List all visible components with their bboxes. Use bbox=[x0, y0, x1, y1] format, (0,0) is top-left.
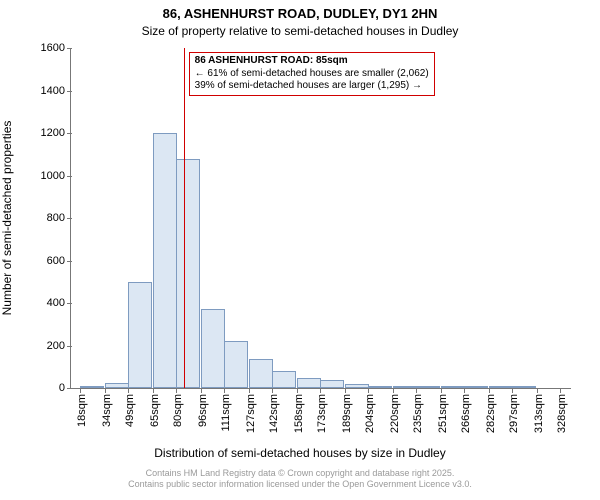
callout-line: 86 ASHENHURST ROAD: 85sqm bbox=[195, 55, 429, 68]
x-tick-mark bbox=[489, 388, 490, 393]
callout-line: 39% of semi-detached houses are larger (… bbox=[195, 80, 429, 93]
x-tick-mark bbox=[153, 388, 154, 393]
x-tick: 173sqm bbox=[316, 394, 328, 433]
x-tick-mark bbox=[105, 388, 106, 393]
histogram-bar bbox=[105, 383, 129, 388]
callout-box: 86 ASHENHURST ROAD: 85sqm← 61% of semi-d… bbox=[189, 52, 435, 96]
histogram-bar bbox=[416, 386, 440, 388]
x-tick-mark bbox=[345, 388, 346, 393]
histogram-bar bbox=[153, 133, 177, 388]
footer-line-1: Contains HM Land Registry data © Crown c… bbox=[0, 468, 600, 479]
x-tick-mark bbox=[560, 388, 561, 393]
histogram-bar bbox=[176, 159, 200, 389]
x-tick: 96sqm bbox=[197, 394, 209, 427]
x-tick: 80sqm bbox=[172, 394, 184, 427]
y-tick: 1600 bbox=[41, 42, 71, 54]
plot-area: 0200400600800100012001400160018sqm34sqm4… bbox=[70, 48, 571, 389]
figure: 86, ASHENHURST ROAD, DUDLEY, DY1 2HN Siz… bbox=[0, 0, 600, 500]
x-tick: 142sqm bbox=[268, 394, 280, 433]
y-axis-label: Number of semi-detached properties bbox=[0, 121, 14, 316]
callout-line: ← 61% of semi-detached houses are smalle… bbox=[195, 68, 429, 81]
x-tick: 49sqm bbox=[124, 394, 136, 427]
x-tick-mark bbox=[224, 388, 225, 393]
y-tick: 400 bbox=[47, 297, 71, 309]
x-tick: 65sqm bbox=[149, 394, 161, 427]
y-tick: 200 bbox=[47, 340, 71, 352]
x-tick-mark bbox=[512, 388, 513, 393]
x-tick: 158sqm bbox=[293, 394, 305, 433]
histogram-bar bbox=[464, 386, 488, 388]
y-tick: 1200 bbox=[41, 127, 71, 139]
x-tick: 18sqm bbox=[76, 394, 88, 427]
x-tick-mark bbox=[249, 388, 250, 393]
x-tick: 266sqm bbox=[460, 394, 472, 433]
x-tick-mark bbox=[272, 388, 273, 393]
histogram-bar bbox=[441, 386, 465, 388]
histogram-bar bbox=[201, 309, 225, 388]
x-tick: 189sqm bbox=[341, 394, 353, 433]
x-axis-label: Distribution of semi-detached houses by … bbox=[0, 446, 600, 460]
x-tick-mark bbox=[80, 388, 81, 393]
histogram-bar bbox=[345, 384, 369, 388]
x-tick-mark bbox=[176, 388, 177, 393]
histogram-bar bbox=[297, 378, 321, 388]
reference-line bbox=[184, 48, 185, 388]
x-tick: 220sqm bbox=[389, 394, 401, 433]
y-tick: 800 bbox=[47, 212, 71, 224]
y-tick: 600 bbox=[47, 255, 71, 267]
footer-line-2: Contains public sector information licen… bbox=[0, 479, 600, 490]
histogram-bar bbox=[393, 386, 417, 388]
x-tick: 313sqm bbox=[533, 394, 545, 433]
x-tick-mark bbox=[464, 388, 465, 393]
x-tick: 328sqm bbox=[556, 394, 568, 433]
y-tick: 1000 bbox=[41, 170, 71, 182]
histogram-bar bbox=[368, 386, 392, 388]
x-tick: 127sqm bbox=[245, 394, 257, 433]
title-line-1: 86, ASHENHURST ROAD, DUDLEY, DY1 2HN bbox=[0, 6, 600, 21]
histogram-bar bbox=[489, 386, 513, 388]
histogram-bar bbox=[272, 371, 296, 388]
title-line-2: Size of property relative to semi-detach… bbox=[0, 24, 600, 38]
x-tick-mark bbox=[368, 388, 369, 393]
x-tick: 282sqm bbox=[485, 394, 497, 433]
y-tick: 1400 bbox=[41, 85, 71, 97]
histogram-bar bbox=[512, 386, 536, 388]
x-tick-mark bbox=[297, 388, 298, 393]
x-tick: 297sqm bbox=[508, 394, 520, 433]
y-tick: 0 bbox=[59, 382, 71, 394]
histogram-bar bbox=[128, 282, 152, 388]
x-tick: 111sqm bbox=[220, 394, 232, 432]
x-tick: 34sqm bbox=[101, 394, 113, 427]
x-tick-mark bbox=[128, 388, 129, 393]
x-tick-mark bbox=[537, 388, 538, 393]
x-tick: 251sqm bbox=[437, 394, 449, 433]
attribution-footer: Contains HM Land Registry data © Crown c… bbox=[0, 468, 600, 491]
x-tick-mark bbox=[320, 388, 321, 393]
x-tick: 204sqm bbox=[364, 394, 376, 433]
histogram-bar bbox=[320, 380, 344, 389]
x-tick-mark bbox=[393, 388, 394, 393]
x-tick-mark bbox=[416, 388, 417, 393]
x-tick-mark bbox=[441, 388, 442, 393]
histogram-bar bbox=[224, 341, 248, 388]
x-tick-mark bbox=[201, 388, 202, 393]
histogram-bar bbox=[80, 386, 104, 388]
x-tick: 235sqm bbox=[412, 394, 424, 433]
histogram-bar bbox=[249, 359, 273, 388]
